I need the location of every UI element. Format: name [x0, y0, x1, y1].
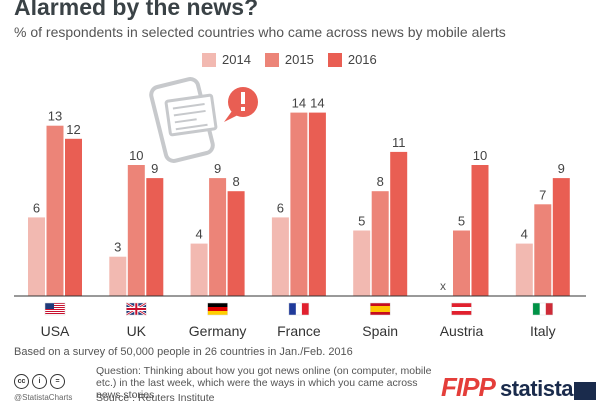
legend-swatch-2014 — [202, 52, 216, 67]
legend-swatch-2016 — [327, 52, 342, 67]
missing-marker-austria-2014: x — [440, 279, 446, 293]
statista-logo: statista — [500, 376, 574, 401]
category-label-germany: Germany — [189, 323, 247, 339]
spain-flag — [369, 302, 391, 316]
chart-subtitle: % of respondents in selected countries w… — [14, 24, 506, 40]
bar-italy-2014 — [515, 243, 533, 296]
bar-germany-2015 — [209, 178, 227, 296]
fipp-logo: FIPP — [441, 372, 496, 402]
attribution-icon: i — [32, 374, 47, 389]
data-label-austria-2016: 10 — [473, 148, 487, 163]
bar-usa-2014 — [28, 217, 45, 296]
data-label-germany-2014: 4 — [195, 227, 202, 242]
phone-alert-illustration — [149, 77, 258, 163]
category-label-usa: USA — [41, 323, 70, 339]
data-label-spain-2015: 8 — [377, 174, 384, 189]
chart-title: Alarmed by the news? — [14, 0, 259, 20]
bar-spain-2016 — [390, 151, 408, 296]
uk-flag — [125, 301, 147, 317]
alert-mark-bar — [241, 92, 245, 104]
legend: 2014 2015 2016 — [202, 52, 377, 67]
data-label-austria-2015: 5 — [458, 214, 465, 229]
data-label-italy-2016: 9 — [558, 161, 565, 176]
legend-item-2014: 2014 — [202, 52, 251, 67]
bar-uk-2016 — [146, 178, 164, 296]
cc-icon: cc — [14, 374, 29, 389]
license-icons: cc i = — [14, 374, 65, 389]
data-label-france-2016: 14 — [310, 96, 324, 111]
bar-uk-2015 — [127, 165, 145, 296]
category-label-austria: Austria — [440, 323, 484, 339]
bar-uk-2014 — [109, 256, 127, 296]
france-flag — [288, 302, 310, 316]
bar-france-2014 — [271, 217, 289, 296]
newspaper-lines — [172, 103, 208, 131]
bar-germany-2014 — [190, 243, 208, 296]
legend-label-2015: 2015 — [284, 52, 314, 67]
germany-flag — [207, 302, 228, 316]
bar-germany-2016 — [227, 191, 245, 296]
no-derivatives-icon: = — [50, 374, 65, 389]
source-note: Source : Reuters Institute — [96, 392, 215, 404]
bar-spain-2015 — [371, 191, 389, 296]
category-label-spain: Spain — [362, 323, 398, 339]
legend-item-2015: 2015 — [264, 52, 314, 67]
data-label-france-2015: 14 — [292, 96, 306, 111]
data-label-usa-2016: 12 — [66, 122, 80, 137]
austria-flag — [451, 302, 472, 316]
bar-austria-2016 — [471, 165, 489, 296]
category-label-uk: UK — [127, 323, 147, 339]
category-label-france: France — [277, 323, 321, 339]
bar-spain-2014 — [353, 230, 371, 296]
data-label-italy-2014: 4 — [521, 227, 528, 242]
bar-usa-2016 — [65, 138, 82, 296]
data-label-usa-2014: 6 — [33, 200, 40, 215]
alert-mark-dot — [241, 107, 245, 111]
data-label-uk-2016: 9 — [151, 161, 158, 176]
legend-swatch-2015 — [264, 52, 279, 67]
statista-logo-mark — [574, 382, 596, 400]
data-label-usa-2015: 13 — [48, 109, 62, 124]
usa-flag — [44, 302, 66, 316]
data-label-germany-2015: 9 — [214, 161, 221, 176]
survey-question: Question: Thinking about how you got new… — [96, 365, 432, 401]
data-label-italy-2015: 7 — [539, 187, 546, 202]
newspaper-icon — [164, 93, 218, 137]
data-label-uk-2015: 10 — [129, 148, 143, 163]
italy-flag — [532, 302, 554, 316]
data-label-uk-2014: 3 — [114, 240, 121, 255]
bar-austria-2015 — [453, 230, 470, 296]
data-label-spain-2016: 11 — [392, 135, 406, 150]
data-label-germany-2016: 8 — [232, 174, 239, 189]
data-label-spain-2014: 5 — [358, 214, 365, 229]
bar-italy-2016 — [552, 178, 570, 296]
legend-item-2016: 2016 — [327, 52, 377, 67]
twitter-handle: @StatistaCharts — [14, 393, 73, 402]
bar-italy-2015 — [534, 204, 552, 296]
bar-france-2016 — [308, 112, 326, 296]
bar-france-2015 — [290, 112, 308, 296]
category-label-italy: Italy — [530, 323, 556, 339]
data-label-france-2014: 6 — [277, 200, 284, 215]
legend-label-2014: 2014 — [222, 52, 251, 67]
alert-bubble-tail — [224, 111, 238, 122]
survey-footnote: Based on a survey of 50,000 people in 26… — [14, 346, 353, 358]
bar-usa-2015 — [46, 125, 64, 296]
legend-label-2016: 2016 — [347, 52, 377, 67]
